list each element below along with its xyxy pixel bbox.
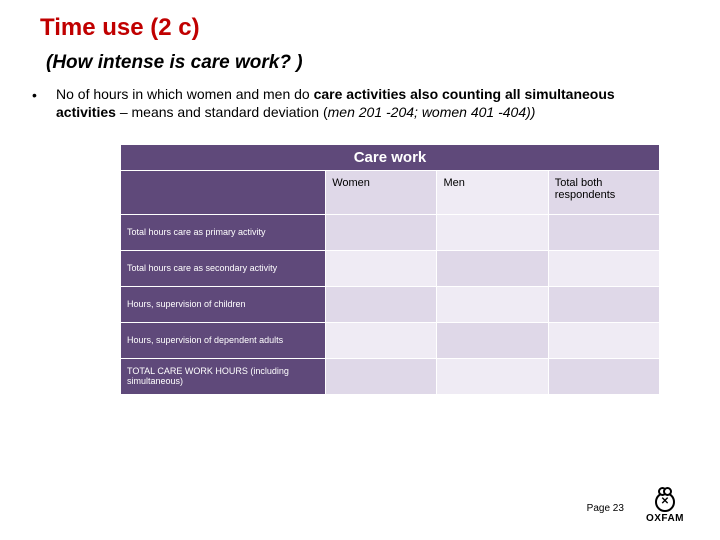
cell xyxy=(326,214,437,250)
row-label: TOTAL CARE WORK HOURS (including simulta… xyxy=(121,358,326,394)
cell xyxy=(437,250,548,286)
cell xyxy=(548,286,659,322)
cell xyxy=(326,286,437,322)
cell xyxy=(326,358,437,394)
cell xyxy=(326,250,437,286)
bullet-text: No of hours in which women and men do ca… xyxy=(56,86,674,122)
cell xyxy=(548,358,659,394)
cell xyxy=(548,250,659,286)
row-label: Hours, supervision of dependent adults xyxy=(121,322,326,358)
cell xyxy=(437,358,548,394)
cell xyxy=(437,214,548,250)
col-header-women: Women xyxy=(326,170,437,214)
oxfam-logo-icon: ✕ xyxy=(655,492,675,512)
cell xyxy=(548,322,659,358)
row-label: Hours, supervision of children xyxy=(121,286,326,322)
table-corner-cell xyxy=(121,170,326,214)
bullet-seg-4: men 201 -204; women 401 -404) xyxy=(328,104,531,120)
bullet-item: • No of hours in which women and men do … xyxy=(0,82,720,122)
slide-subtitle: (How intense is care work? ) xyxy=(0,46,720,82)
table-container: Care work Women Men Total both responden… xyxy=(0,122,720,395)
table-row: Total hours care as secondary activity xyxy=(121,250,660,286)
table-title: Care work xyxy=(121,144,660,170)
cell xyxy=(548,214,659,250)
footer: Page 23 ✕ OXFAM xyxy=(587,492,684,524)
page-number: Page 23 xyxy=(587,503,624,514)
oxfam-logo: ✕ OXFAM xyxy=(646,492,684,524)
oxfam-logo-text: OXFAM xyxy=(646,513,684,524)
row-label: Total hours care as primary activity xyxy=(121,214,326,250)
table-row: Hours, supervision of dependent adults xyxy=(121,322,660,358)
table-body: Total hours care as primary activity Tot… xyxy=(121,214,660,394)
table-row: TOTAL CARE WORK HOURS (including simulta… xyxy=(121,358,660,394)
bullet-marker: • xyxy=(32,86,56,122)
slide-title: Time use (2 c) xyxy=(0,0,720,46)
col-header-men: Men xyxy=(437,170,548,214)
bullet-seg-3: – means and standard deviation ( xyxy=(120,104,328,120)
cell xyxy=(437,286,548,322)
table-row: Hours, supervision of children xyxy=(121,286,660,322)
care-work-table: Care work Women Men Total both responden… xyxy=(120,144,660,395)
row-label: Total hours care as secondary activity xyxy=(121,250,326,286)
cell xyxy=(326,322,437,358)
table-row: Total hours care as primary activity xyxy=(121,214,660,250)
cell xyxy=(437,322,548,358)
bullet-seg-1: No of hours in which women and men do xyxy=(56,86,314,102)
col-header-total: Total both respondents xyxy=(548,170,659,214)
